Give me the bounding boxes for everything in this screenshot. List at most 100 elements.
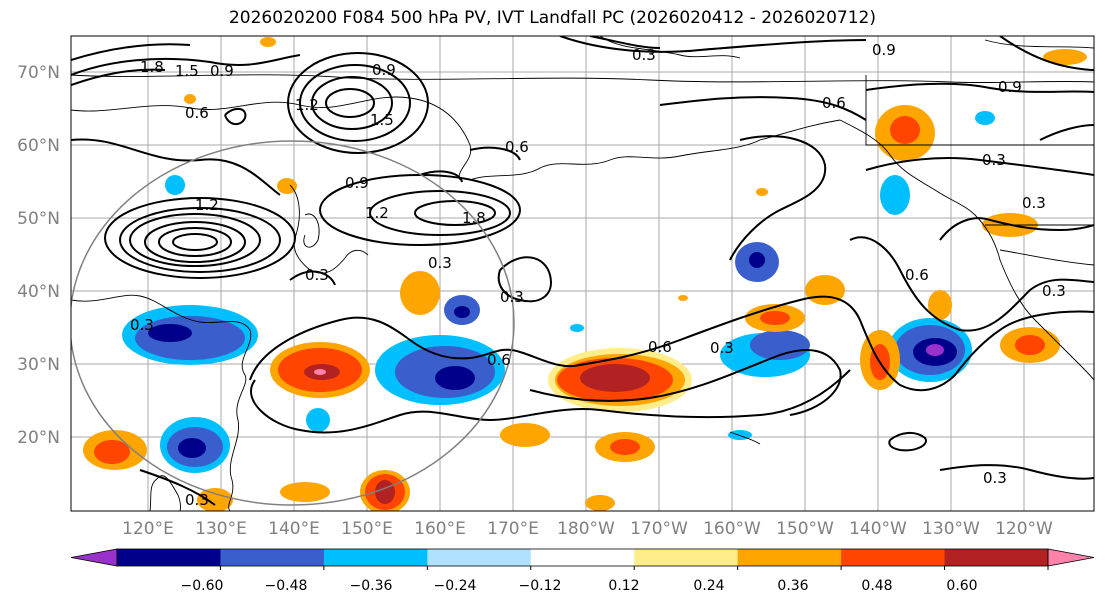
lon-label: 150°E — [341, 519, 393, 539]
neg-anomaly — [435, 366, 475, 390]
contour-label: 0.9 — [345, 174, 369, 192]
contour-label: 0.3 — [500, 288, 524, 306]
contour-label: 0.6 — [505, 138, 529, 156]
colorbar-swatch — [427, 549, 532, 566]
colorbar: −0.60 −0.48 −0.36 −0.24 −0.12 0.12 0.24 … — [70, 548, 1095, 594]
colorbar-tick-label: −0.24 — [434, 578, 477, 594]
neg-anomaly — [570, 324, 584, 332]
lat-label: 40°N — [17, 282, 60, 302]
pos-anomaly — [756, 188, 768, 196]
colorbar-tick-label: −0.12 — [519, 578, 562, 594]
map-panel: 1.8 1.5 0.9 0.6 1.2 0.9 1.5 0.3 0.9 0.6 … — [70, 35, 1095, 512]
contour-label: 0.6 — [185, 104, 209, 122]
pos-anomaly — [1043, 49, 1087, 65]
radius-circle — [71, 140, 515, 506]
contour-label: 1.2 — [365, 204, 389, 222]
colorbar-tick-label: −0.48 — [265, 578, 308, 594]
colorbar-tick-label: 0.36 — [777, 578, 808, 594]
lat-label: 30°N — [17, 355, 60, 375]
lon-label: 160°W — [703, 519, 761, 539]
contour-label: 0.6 — [487, 351, 511, 369]
contour-label: 1.2 — [195, 196, 219, 214]
colorbar-extend-min — [70, 548, 118, 567]
lat-label: 60°N — [17, 136, 60, 156]
coastlines — [71, 36, 1094, 511]
pos-anomaly — [280, 482, 330, 502]
contour-label: 0.3 — [130, 316, 154, 334]
lon-label: 120°W — [995, 519, 1053, 539]
contour-label: 1.5 — [175, 62, 199, 80]
neg-anomaly — [306, 408, 330, 432]
lon-label: 150°W — [776, 519, 834, 539]
colorbar-tick-label: 0.60 — [946, 578, 977, 594]
contour-labels: 1.8 1.5 0.9 0.6 1.2 0.9 1.5 0.3 0.9 0.6 … — [130, 41, 1066, 509]
pos-anomaly — [277, 178, 297, 194]
pos-anomaly — [928, 290, 952, 320]
colorbar-tick-label: −0.60 — [181, 578, 224, 594]
contour-label: 0.9 — [998, 78, 1022, 96]
longitude-labels: 120°E 130°E 140°E 150°E 160°E 170°E 180°… — [122, 519, 1053, 539]
lon-label: 140°W — [849, 519, 907, 539]
colorbar-tick-label: 0.48 — [861, 578, 892, 594]
colorbar-tick-label: 0.12 — [608, 578, 639, 594]
neg-anomaly — [880, 175, 910, 215]
contour-label: 0.6 — [822, 94, 846, 112]
neg-anomaly — [749, 252, 765, 268]
colorbar-swatch — [323, 549, 428, 566]
neg-anomaly — [178, 438, 206, 458]
contour-label: 1.5 — [370, 111, 394, 129]
latitude-labels: 70°N 60°N 50°N 40°N 30°N 20°N — [17, 63, 60, 448]
lat-label: 50°N — [17, 209, 60, 229]
pos-anomaly — [197, 488, 233, 511]
contour-label: 0.9 — [872, 41, 896, 59]
contour-label: 1.8 — [140, 58, 164, 76]
colorbar-swatch — [220, 549, 325, 566]
lat-label: 70°N — [17, 63, 60, 83]
contour-label: 0.9 — [372, 61, 396, 79]
contour-label: 0.3 — [632, 46, 656, 64]
contour-label: 0.3 — [428, 254, 452, 272]
contour-label: 0.3 — [982, 151, 1006, 169]
colorbar-frame — [116, 548, 1049, 567]
neg-anomaly — [975, 111, 995, 125]
neg-anomaly — [454, 306, 470, 318]
lon-label: 130°E — [195, 519, 247, 539]
lon-label: 130°W — [922, 519, 980, 539]
colorbar-swatch — [634, 549, 739, 566]
pos-anomaly — [260, 37, 276, 47]
pos-anomaly — [678, 295, 688, 301]
pos-anomaly — [1015, 335, 1045, 355]
lon-label: 140°E — [268, 519, 320, 539]
contour-label: 0.3 — [185, 491, 209, 509]
neg-anomaly — [165, 175, 185, 195]
pos-anomaly — [184, 94, 196, 104]
colorbar-swatch — [841, 549, 946, 566]
lon-label: 170°E — [487, 519, 539, 539]
lon-label: 170°W — [630, 519, 688, 539]
pos-anomaly — [375, 480, 395, 504]
contour-label: 0.3 — [1042, 282, 1066, 300]
contour-label: 0.3 — [983, 469, 1007, 487]
contour-label: 0.6 — [648, 338, 672, 356]
pos-anomaly — [760, 311, 790, 325]
lat-label: 20°N — [17, 428, 60, 448]
lon-label: 180°W — [557, 519, 615, 539]
pos-anomaly — [400, 271, 440, 315]
colorbar-swatch — [737, 549, 842, 566]
lon-label: 120°E — [122, 519, 174, 539]
neg-anomaly — [148, 324, 192, 342]
colorbar-swatch — [944, 549, 1049, 566]
colorbar-swatch — [117, 549, 221, 566]
contour-label: 1.2 — [295, 96, 319, 114]
contour-label: 1.8 — [462, 209, 486, 227]
contour-label: 0.3 — [1022, 194, 1046, 212]
pos-anomaly — [580, 364, 650, 392]
contour-label: 0.6 — [905, 266, 929, 284]
colorbar-ticks: −0.60 −0.48 −0.36 −0.24 −0.12 0.12 0.24 … — [181, 566, 1049, 594]
map-title: 2026020200 F084 500 hPa PV, IVT Landfall… — [228, 8, 876, 28]
colorbar-swatch — [530, 549, 635, 566]
pos-anomaly — [890, 116, 920, 144]
contour-label: 0.9 — [210, 62, 234, 80]
neg-anomaly — [750, 330, 810, 360]
